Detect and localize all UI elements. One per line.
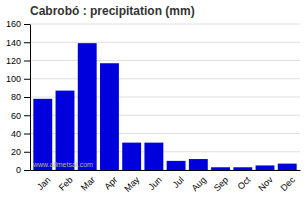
- grid-line: [30, 42, 300, 43]
- chart: 020406080100120140160JanFebMarAprMayJunJ…: [0, 0, 306, 200]
- title: Cabrobó : precipitation (mm): [30, 4, 195, 18]
- tick-label: 160: [6, 19, 21, 29]
- tick-label: 0: [16, 165, 21, 175]
- tick: 120: [6, 56, 30, 66]
- tick: Feb: [57, 175, 75, 193]
- tick-label: 140: [6, 38, 21, 48]
- grid-line: [30, 24, 300, 25]
- tick: 160: [6, 19, 30, 29]
- bar: [211, 167, 230, 170]
- tick-label: Jan: [35, 175, 52, 192]
- tick: 80: [11, 92, 30, 102]
- tick: 0: [16, 165, 30, 175]
- bar: [122, 143, 141, 170]
- bar: [100, 63, 119, 170]
- bar: [233, 167, 252, 170]
- tick-mark: [24, 134, 30, 135]
- tick: 20: [11, 147, 30, 157]
- tick: Dec: [279, 174, 298, 193]
- bar: [33, 99, 52, 170]
- bar: [189, 159, 208, 170]
- tick-label: Nov: [256, 174, 275, 193]
- tick-label: Oct: [236, 174, 253, 191]
- tick-mark: [24, 97, 30, 98]
- bars: [33, 43, 296, 170]
- tick-mark: [24, 61, 30, 62]
- tick-mark: [24, 79, 30, 80]
- tick: Jul: [171, 175, 186, 190]
- tick-label: Jul: [171, 175, 186, 190]
- bar: [278, 164, 297, 170]
- axis-line: [31, 170, 301, 171]
- axis-line: [30, 25, 31, 171]
- tick-label: Apr: [102, 175, 119, 192]
- tick-label: Jun: [146, 175, 163, 192]
- y-axis: 0 20 40 60 80 100 120 140 160: [6, 19, 31, 175]
- x-axis: Jan FebMar AprMay Jun Jul AugSep OctNovDec: [31, 171, 301, 194]
- tick: Mar: [79, 175, 97, 193]
- bar: [78, 43, 97, 170]
- bar: [56, 91, 75, 170]
- tick: Oct: [236, 174, 253, 191]
- tick-mark: [24, 170, 30, 171]
- tick-label: 80: [11, 92, 21, 102]
- tick-label: Aug: [190, 175, 208, 193]
- bar: [167, 161, 186, 170]
- tick-label: Sep: [212, 175, 230, 193]
- tick-label: 100: [6, 74, 21, 84]
- tick: Jan: [35, 175, 52, 192]
- annotation: www.allmetsat.com: [32, 161, 93, 168]
- bar: [256, 165, 275, 170]
- tick: Apr: [102, 175, 119, 192]
- tick: May: [122, 174, 141, 193]
- tick: 40: [11, 129, 30, 139]
- tick-label: 60: [11, 111, 21, 121]
- grid-line: [30, 78, 300, 79]
- tick: 140: [6, 38, 30, 48]
- tick-label: Dec: [279, 174, 298, 193]
- tick-label: 120: [6, 56, 21, 66]
- tick: 60: [11, 111, 30, 121]
- bar: [144, 143, 163, 170]
- tick: Jun: [146, 175, 163, 192]
- tick-mark: [24, 152, 30, 153]
- tick: Sep: [212, 175, 230, 193]
- grid-line: [30, 60, 300, 61]
- tick-label: 40: [11, 129, 21, 139]
- tick-label: Mar: [79, 175, 97, 193]
- tick: 100: [6, 74, 30, 84]
- tick-mark: [24, 24, 30, 25]
- tick-label: 20: [11, 147, 21, 157]
- tick: Aug: [190, 175, 208, 193]
- tick: Nov: [256, 174, 275, 193]
- tick-mark: [24, 115, 30, 116]
- tick-mark: [24, 42, 30, 43]
- tick-label: May: [122, 174, 141, 193]
- plot: 020406080100120140160JanFebMarAprMayJunJ…: [6, 19, 301, 193]
- tick-label: Feb: [57, 175, 75, 193]
- grid: [30, 24, 300, 170]
